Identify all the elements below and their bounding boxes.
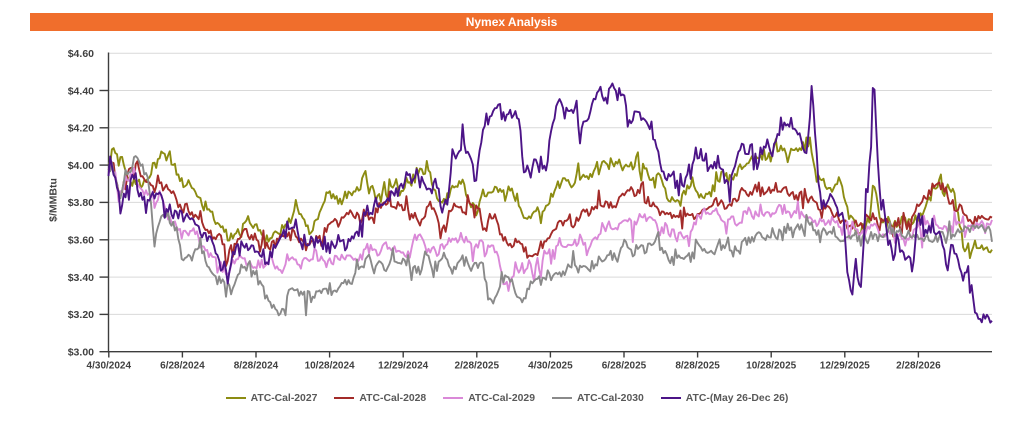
svg-text:$3.60: $3.60 (68, 235, 94, 247)
svg-text:8/28/2024: 8/28/2024 (234, 361, 279, 372)
svg-text:$3.80: $3.80 (68, 197, 94, 209)
svg-text:10/28/2024: 10/28/2024 (305, 361, 355, 372)
svg-text:6/28/2025: 6/28/2025 (602, 361, 647, 372)
svg-text:$4.40: $4.40 (68, 85, 94, 97)
svg-text:6/28/2024: 6/28/2024 (160, 361, 205, 372)
svg-text:12/29/2025: 12/29/2025 (820, 361, 870, 372)
svg-text:10/28/2025: 10/28/2025 (746, 361, 796, 372)
svg-text:8/28/2025: 8/28/2025 (675, 361, 720, 372)
svg-text:$4.20: $4.20 (68, 123, 94, 135)
svg-text:12/29/2024: 12/29/2024 (378, 361, 428, 372)
svg-text:4/30/2025: 4/30/2025 (528, 361, 573, 372)
svg-text:2/28/2025: 2/28/2025 (455, 361, 500, 372)
svg-text:$/MMBtu: $/MMBtu (48, 178, 60, 222)
svg-text:2/28/2026: 2/28/2026 (896, 361, 941, 372)
svg-text:$3.20: $3.20 (68, 309, 94, 321)
svg-text:$4.00: $4.00 (68, 160, 94, 172)
svg-text:$3.00: $3.00 (68, 347, 94, 359)
svg-text:$4.60: $4.60 (68, 48, 94, 60)
svg-text:$3.40: $3.40 (68, 272, 94, 284)
svg-text:4/30/2024: 4/30/2024 (87, 361, 132, 372)
